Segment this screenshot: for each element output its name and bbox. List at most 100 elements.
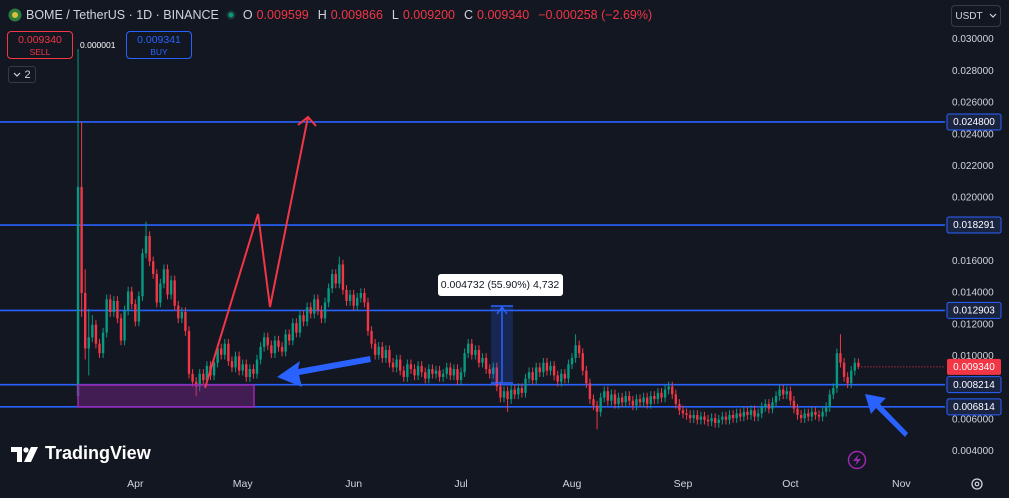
candle-body <box>484 357 488 370</box>
candle-body <box>713 418 717 423</box>
candle-body <box>323 302 327 319</box>
candle-body <box>764 403 767 408</box>
y-tick-label: 0.028000 <box>952 66 994 77</box>
candle-body <box>169 280 173 295</box>
settings-icon[interactable] <box>971 478 983 490</box>
candle-body <box>302 315 305 322</box>
candle-body <box>620 397 624 403</box>
candle-body <box>305 307 309 322</box>
candle-body <box>760 407 763 414</box>
candle-body <box>710 418 713 422</box>
candle-body <box>409 364 413 370</box>
candle-body <box>420 365 423 373</box>
candle-body <box>141 253 144 297</box>
projection-arrow <box>204 116 309 389</box>
candle-body <box>463 353 466 373</box>
candle-body <box>284 334 287 352</box>
candle-body <box>159 283 162 303</box>
ohlc-value: 0.009340 <box>477 8 530 22</box>
change: −0.000258 (−2.69%) <box>538 8 653 22</box>
sell-price: 0.009340 <box>18 34 62 46</box>
candle-body <box>391 362 395 368</box>
y-tick-label: 0.004000 <box>952 446 994 457</box>
candle-body <box>850 370 853 384</box>
sell-button[interactable]: 0.009340 SELL <box>7 31 73 59</box>
candle-body <box>348 294 352 301</box>
collapse-button[interactable]: 2 <box>8 66 36 83</box>
level-label-box <box>946 301 1002 319</box>
candle-body <box>252 369 255 374</box>
candle-body <box>828 394 831 408</box>
candle-body <box>126 291 130 311</box>
pointer-arrow <box>865 394 908 437</box>
candle-body <box>538 367 541 373</box>
candle-body <box>488 369 491 374</box>
pointer-arrow <box>277 356 371 387</box>
candle-body <box>162 269 166 284</box>
candle-body <box>739 413 742 417</box>
candle-body <box>427 369 431 379</box>
candle-body <box>381 346 384 358</box>
candle-body <box>671 386 674 395</box>
level-label: 0.012903 <box>953 306 995 317</box>
candle-body <box>835 353 839 389</box>
candle-body <box>313 299 316 314</box>
candle-body <box>642 397 645 403</box>
symbol[interactable]: BOME / TetherUS · 1D · BINANCE <box>26 8 219 22</box>
level-label: 0.018291 <box>953 220 995 231</box>
candle-body <box>588 383 592 400</box>
candle-body <box>577 345 581 354</box>
candle-body <box>288 334 291 341</box>
candle-body <box>76 186 80 396</box>
candle-body <box>338 264 341 284</box>
ohlc-value: 0.009866 <box>330 8 383 22</box>
candle-body <box>789 391 792 401</box>
candle-body <box>341 264 345 290</box>
candle-body <box>470 343 473 355</box>
candle-body <box>370 331 373 344</box>
candle-body <box>295 323 298 333</box>
candle-body <box>724 416 728 420</box>
candle-body <box>563 373 567 379</box>
candle-body <box>445 367 448 374</box>
x-tick-label: May <box>233 478 254 490</box>
level-label-box <box>946 216 1002 234</box>
candle-body <box>685 413 688 415</box>
candle-body <box>245 364 248 377</box>
candle-body <box>746 411 749 415</box>
arrow-head <box>297 115 317 127</box>
candle-body <box>316 299 320 311</box>
candle-body <box>803 413 806 419</box>
candle-body <box>298 315 302 333</box>
candle-body <box>832 388 835 395</box>
candle-body <box>116 300 119 319</box>
candle-body <box>202 373 205 381</box>
candle-body <box>438 370 441 377</box>
range-box <box>77 384 255 408</box>
candle-body <box>638 399 642 403</box>
candle-body <box>424 372 427 379</box>
candle-body <box>549 365 552 371</box>
candle-body <box>270 345 273 354</box>
candle-body <box>692 414 695 419</box>
candle-body <box>173 280 176 306</box>
candle-body <box>595 405 599 412</box>
x-tick-label: Oct <box>782 478 798 490</box>
candle-body <box>527 372 531 379</box>
candle-body <box>406 364 409 377</box>
candle-body <box>184 312 187 332</box>
candle-body <box>667 386 670 390</box>
buy-button[interactable]: 0.009341 BUY <box>126 31 192 59</box>
candle-body <box>91 324 94 338</box>
candle-body <box>782 389 785 395</box>
y-tick-label: 0.016000 <box>952 256 994 267</box>
candle-body <box>112 300 116 313</box>
level-label: 0.008214 <box>953 380 995 391</box>
chevron <box>14 72 21 77</box>
currency-select[interactable]: USDT <box>951 5 1001 27</box>
candle-body <box>839 353 842 363</box>
candle-body <box>517 388 520 395</box>
candle-body <box>721 416 724 420</box>
candle-body <box>262 337 266 347</box>
